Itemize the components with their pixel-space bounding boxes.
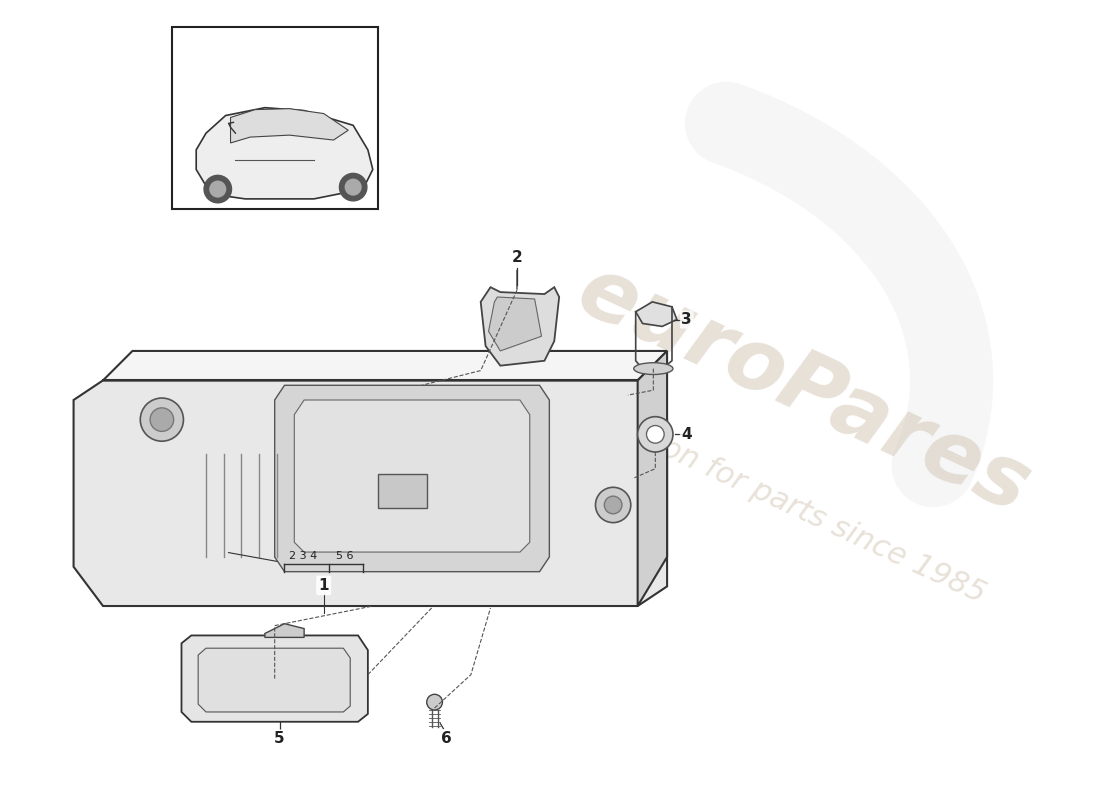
Text: 3: 3 [681,312,692,327]
Text: 6: 6 [441,731,452,746]
PathPatch shape [196,108,373,199]
Circle shape [604,496,622,514]
Circle shape [141,398,184,442]
Circle shape [638,417,673,452]
Text: euroPares: euroPares [565,249,1044,531]
PathPatch shape [231,109,349,143]
Bar [172,27,377,209]
Text: 1: 1 [319,578,329,593]
Bar [377,474,427,508]
PathPatch shape [481,287,559,366]
Circle shape [427,694,442,710]
Circle shape [204,175,231,203]
Text: 2: 2 [512,250,522,266]
PathPatch shape [265,624,304,638]
Text: 5 6: 5 6 [336,551,353,561]
PathPatch shape [636,302,676,326]
PathPatch shape [295,400,530,552]
Text: a passion for parts since 1985: a passion for parts since 1985 [560,387,990,609]
Circle shape [345,179,361,195]
PathPatch shape [275,386,549,572]
PathPatch shape [198,648,350,712]
PathPatch shape [74,380,667,606]
Text: 4: 4 [681,427,692,442]
Text: 5: 5 [274,731,285,746]
Circle shape [595,487,630,522]
Ellipse shape [634,362,673,374]
Circle shape [647,426,664,443]
PathPatch shape [182,635,367,722]
PathPatch shape [638,351,667,606]
Circle shape [210,182,225,197]
PathPatch shape [488,297,541,351]
Circle shape [340,174,367,201]
Text: 2 3 4: 2 3 4 [289,551,318,561]
PathPatch shape [103,351,667,380]
Circle shape [150,408,174,431]
